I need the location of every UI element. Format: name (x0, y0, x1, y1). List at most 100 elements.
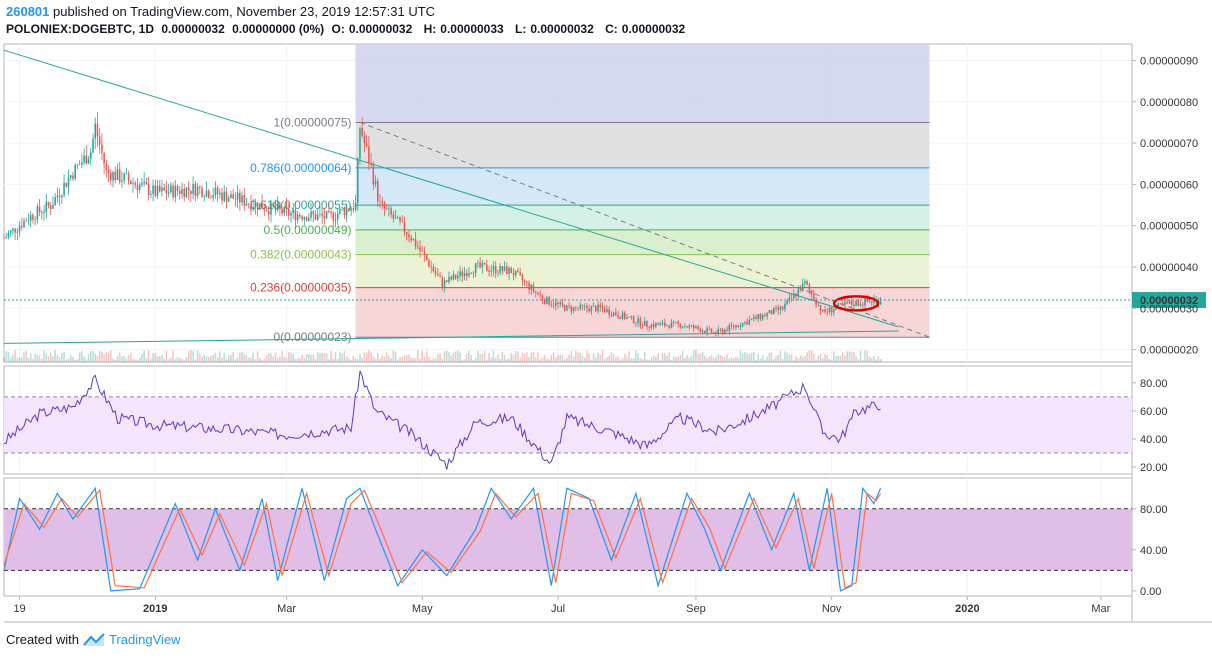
candle-body (150, 193, 152, 195)
volume-bar (105, 352, 108, 362)
volume-bar (372, 356, 375, 362)
tradingview-brand-link[interactable]: TradingView (108, 632, 181, 647)
volume-bar (592, 353, 595, 362)
volume-bar (841, 352, 844, 362)
candle-body (701, 330, 704, 333)
volume-bar (819, 353, 822, 362)
candle-body (252, 207, 254, 210)
candle-body (830, 307, 833, 313)
volume-bar (399, 357, 401, 362)
candle-body (523, 280, 526, 282)
candle-body (657, 323, 659, 325)
candle-body (405, 232, 408, 235)
candle-body (41, 212, 43, 214)
candle-body (343, 209, 346, 216)
candle-body (203, 196, 206, 198)
volume-bar (116, 356, 119, 362)
candle-body (156, 185, 159, 196)
chart-canvas[interactable]: 1(0.00000075) 0.786(0.00000064) 0.618(0.00… (0, 0, 1212, 628)
volume-bar (69, 355, 72, 362)
candle-body (503, 266, 506, 271)
candle-body (185, 187, 188, 198)
volume-bar (25, 350, 28, 362)
volume-bar (810, 350, 813, 362)
candle-body (770, 310, 773, 315)
volume-bar (477, 350, 479, 362)
volume-bar (737, 357, 739, 362)
candle-body (784, 304, 786, 310)
volume-bar (54, 350, 56, 362)
volume-bar (797, 358, 800, 362)
candle-body (368, 146, 370, 164)
candle-body (345, 208, 348, 216)
volume-bar (530, 352, 533, 362)
candle-body (566, 305, 568, 311)
candle-body (321, 213, 323, 216)
volume-bar (381, 355, 384, 362)
symbol-label: POLONIEX:DOGEBTC, 1D (6, 22, 155, 36)
candle-body (130, 180, 132, 184)
volume-bar (452, 352, 455, 362)
candle-body (49, 205, 52, 209)
volume-bar (721, 356, 724, 362)
volume-bar (672, 356, 675, 362)
candle-body (681, 326, 684, 328)
volume-bar (210, 355, 212, 362)
candle-body (205, 190, 208, 197)
volume-bar (350, 359, 352, 362)
candle-body (848, 301, 851, 304)
candle-body (27, 220, 30, 222)
candle-body (563, 305, 566, 311)
candle-body (452, 274, 455, 280)
volume-bar (541, 357, 544, 362)
volume-bar (657, 353, 659, 362)
candle-body (488, 270, 490, 272)
volume-bar (183, 359, 185, 362)
candle-body (214, 187, 217, 196)
candle-body (125, 173, 128, 175)
candle-body (410, 237, 412, 241)
candle-body (732, 326, 735, 328)
volume-bar (534, 357, 537, 362)
candle-body (577, 307, 579, 309)
candle-body (666, 325, 668, 326)
candle-body (325, 211, 328, 219)
volume-bar (239, 353, 241, 362)
volume-bar (699, 353, 702, 362)
volume-bar (808, 350, 811, 362)
candle-body (715, 332, 717, 335)
volume-bar (158, 356, 161, 362)
username[interactable]: 260801 (6, 4, 50, 19)
candle-body (212, 195, 214, 198)
volume-bar (710, 354, 713, 362)
volume-bar (43, 350, 45, 362)
stoch-band (4, 508, 1132, 571)
volume-bar (628, 351, 630, 362)
volume-bar (752, 352, 755, 362)
candle-body (172, 185, 174, 198)
candle-body (588, 308, 590, 312)
candle-body (250, 203, 252, 210)
candle-body (568, 305, 570, 307)
volume-bar (781, 359, 784, 362)
volume-bar (730, 357, 733, 362)
volume-bar (419, 358, 421, 362)
candle-body (463, 272, 466, 277)
volume-bar (323, 352, 326, 362)
candle-body (468, 273, 470, 277)
x-tick-label: Mar (277, 603, 296, 615)
candle-body (388, 208, 390, 210)
volume-bar (261, 359, 263, 362)
candle-body (846, 302, 848, 304)
candle-body (879, 301, 882, 305)
volume-bar (83, 356, 85, 362)
volume-bar (56, 355, 59, 362)
volume-bar (312, 354, 315, 362)
low-value: L: 0.00000032 (515, 22, 594, 36)
candle-body (844, 302, 846, 305)
volume-bar (712, 357, 715, 362)
volume-bar (230, 355, 232, 362)
volume-bar (32, 359, 34, 362)
candle-body (98, 136, 101, 145)
volume-bar (207, 356, 210, 362)
